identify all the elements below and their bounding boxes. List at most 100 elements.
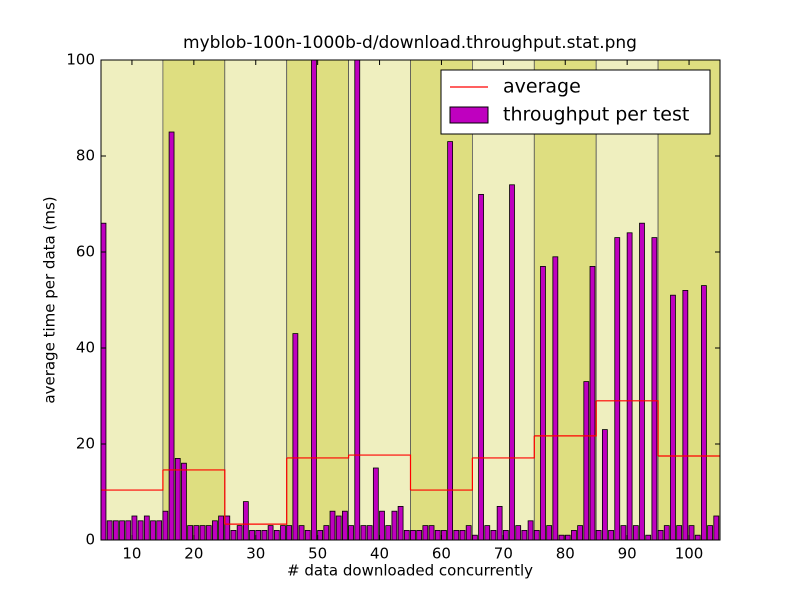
bar xyxy=(181,462,187,541)
x-tick-label: 20 xyxy=(184,545,203,563)
x-tick-label: 30 xyxy=(246,545,265,563)
plot-area xyxy=(100,59,721,541)
bar xyxy=(298,525,305,541)
bar xyxy=(193,525,200,541)
bar xyxy=(552,256,559,541)
x-tick-label: 40 xyxy=(370,545,389,563)
bar xyxy=(125,520,132,541)
bar xyxy=(515,525,522,541)
x-tick-label: 60 xyxy=(432,545,451,563)
bar xyxy=(205,525,212,541)
average-step xyxy=(101,469,164,491)
bar xyxy=(218,515,224,541)
bar xyxy=(465,525,472,541)
bar xyxy=(533,530,540,541)
bar xyxy=(558,534,565,541)
bar xyxy=(212,520,218,541)
bar xyxy=(682,289,689,541)
bar xyxy=(527,520,534,541)
bar xyxy=(583,381,590,541)
bar xyxy=(608,530,614,541)
bar xyxy=(143,515,150,541)
y-tick-label: 20 xyxy=(76,435,95,453)
bar xyxy=(694,534,701,541)
bar xyxy=(280,525,286,541)
bar xyxy=(484,525,491,541)
y-axis-label: average time per data (ms) xyxy=(41,196,59,403)
bar xyxy=(224,515,231,541)
bar xyxy=(242,501,249,541)
average-step xyxy=(534,400,597,437)
bar xyxy=(379,510,385,541)
bar xyxy=(249,530,255,541)
bar xyxy=(292,333,299,541)
y-tick-label: 60 xyxy=(76,243,95,261)
bar xyxy=(230,530,237,541)
bar xyxy=(236,525,243,541)
plot-frame xyxy=(100,59,721,541)
bar xyxy=(323,525,330,541)
average-step xyxy=(472,435,535,459)
bar xyxy=(150,520,156,541)
y-tick-label: 0 xyxy=(85,531,95,549)
bar xyxy=(471,534,478,541)
bar xyxy=(391,510,398,541)
bar xyxy=(168,131,175,541)
bar xyxy=(174,457,181,541)
bar xyxy=(410,530,416,541)
bar xyxy=(459,530,466,541)
y-tick-label: 40 xyxy=(76,339,95,357)
bar xyxy=(453,530,460,541)
bar xyxy=(521,530,528,541)
bar xyxy=(100,222,107,541)
bar xyxy=(595,530,602,541)
bar xyxy=(589,265,596,541)
bar xyxy=(688,525,695,541)
background-band xyxy=(657,59,721,541)
bar xyxy=(564,534,571,541)
bar xyxy=(577,525,583,541)
bar xyxy=(342,510,348,541)
legend-label: throughput per test xyxy=(503,104,689,126)
bar xyxy=(441,530,447,541)
bar xyxy=(502,530,509,541)
bar xyxy=(360,525,367,541)
bar xyxy=(187,525,194,541)
bar xyxy=(416,530,423,541)
bar xyxy=(403,530,410,541)
bar xyxy=(707,525,713,541)
x-tick-label: 90 xyxy=(618,545,637,563)
bar xyxy=(645,534,652,541)
bar xyxy=(639,222,645,541)
x-axis-label: # data downloaded concurrently xyxy=(287,562,533,580)
bar xyxy=(304,530,311,541)
bar xyxy=(397,505,404,541)
bar xyxy=(447,141,453,541)
bar xyxy=(571,530,577,541)
bar xyxy=(701,285,707,541)
x-tick-label: 10 xyxy=(122,545,141,563)
y-tick-label: 80 xyxy=(76,147,95,165)
chart-title: myblob-100n-1000b-d/download.throughput.… xyxy=(183,33,637,53)
bar xyxy=(137,520,144,541)
bar xyxy=(496,505,503,541)
bar xyxy=(428,525,435,541)
average-step xyxy=(348,454,412,491)
bar xyxy=(131,515,138,541)
bar xyxy=(620,525,627,541)
bar xyxy=(385,525,392,541)
bar xyxy=(112,520,119,541)
bar xyxy=(546,525,553,541)
x-tick-label: 70 xyxy=(494,545,513,563)
x-tick-label: 100 xyxy=(675,545,704,563)
bar xyxy=(162,510,169,541)
bar xyxy=(119,520,125,541)
bar xyxy=(273,530,280,541)
bar xyxy=(490,530,497,541)
bar xyxy=(632,525,639,541)
bar xyxy=(199,525,206,541)
bar xyxy=(422,525,429,541)
bar xyxy=(354,59,361,541)
background-band xyxy=(100,59,164,541)
